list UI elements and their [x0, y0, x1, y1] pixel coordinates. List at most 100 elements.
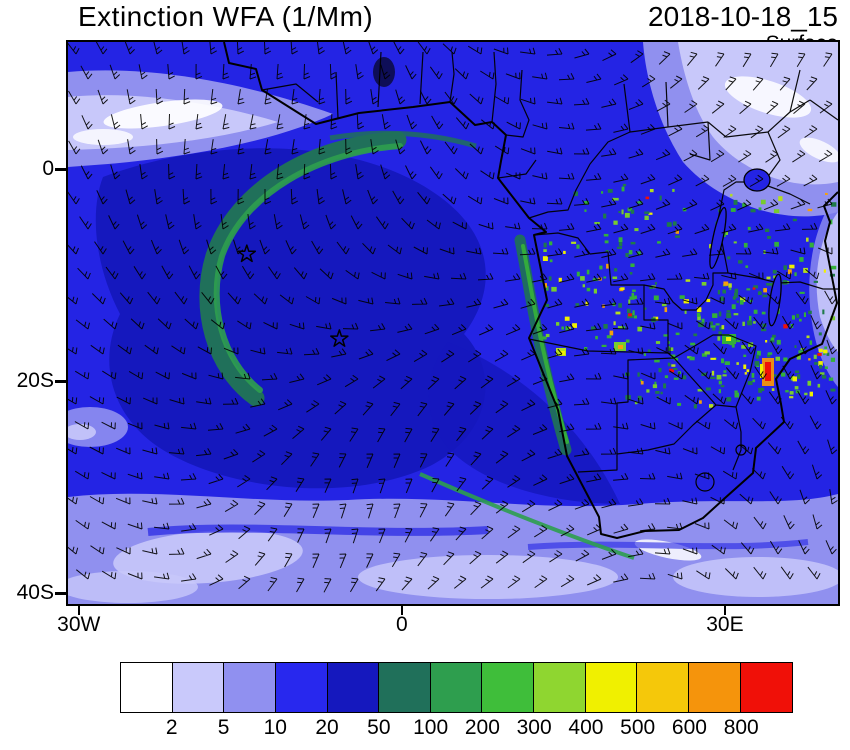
- hotspot-speckle: [640, 381, 644, 385]
- hotspot-speckle: [823, 349, 828, 354]
- hotspot-speckle: [628, 250, 633, 255]
- hotspot-speckle: [644, 211, 650, 214]
- x-axis-tick-mark: [400, 605, 404, 615]
- hotspot-speckle: [657, 241, 661, 244]
- hotspot-speckle: [637, 326, 643, 332]
- hotspot-speckle: [645, 196, 650, 200]
- hotspot-speckle: [710, 325, 716, 328]
- hotspot-speckle: [717, 336, 721, 341]
- hotspot-speckle: [776, 339, 781, 345]
- hotspot-speckle: [770, 282, 774, 287]
- hotspot-speckle: [699, 400, 702, 404]
- africa-coastline: [223, 42, 838, 539]
- hotspot-speckle: [739, 300, 744, 305]
- hotspot-speckle: [648, 212, 653, 215]
- colorbar-tick-label: 100: [413, 716, 449, 739]
- hotspot-speckle: [830, 316, 836, 321]
- hotspot-speckle: [745, 265, 749, 268]
- hotspot-speckle: [741, 345, 747, 349]
- hotspot-speckle: [701, 353, 707, 357]
- colorbar-tick-label: 2: [165, 716, 178, 739]
- hotspot-speckle: [718, 311, 722, 317]
- hotspot-speckle: [819, 372, 825, 375]
- y-axis-tick-mark: [55, 592, 66, 595]
- hotspot-speckle: [817, 353, 822, 356]
- hotspot-speckle: [783, 324, 788, 329]
- colorbar-tick-label: 50: [367, 716, 391, 739]
- hotspot-speckle: [565, 326, 569, 331]
- hotspot-speckle: [751, 373, 755, 378]
- hotspot-speckle: [654, 381, 657, 387]
- hotspot-speckle: [705, 387, 711, 391]
- hotspot-speckle: [613, 321, 616, 326]
- hotspot-speckle: [747, 320, 753, 326]
- hotspot-speckle: [649, 189, 654, 193]
- hotspot-speckle: [634, 295, 637, 299]
- hotspot-speckle: [789, 264, 795, 269]
- hotspot-speckle: [789, 391, 794, 395]
- hotspot-speckle: [794, 345, 797, 348]
- hotspot-speckle: [718, 389, 721, 394]
- hotspot-speckle: [722, 289, 726, 294]
- hotspot-speckle: [826, 352, 830, 356]
- dense-plume-blob: [373, 57, 395, 87]
- hotspot-speckle: [623, 326, 626, 330]
- hotspot-speckle: [742, 203, 746, 207]
- hotspot-speckle: [669, 368, 675, 373]
- colorbar-tick-label: 400: [568, 716, 604, 739]
- hotspot-speckle: [621, 209, 624, 215]
- hotspot-speckle: [830, 219, 833, 225]
- hotspot-speckle: [773, 209, 780, 214]
- hotspot-speckle: [769, 339, 775, 343]
- hotspot-speckle: [823, 269, 826, 273]
- hotspot-speckle: [712, 313, 718, 318]
- hotspot-speckle: [799, 257, 804, 262]
- hotspot-speckle: [806, 237, 809, 242]
- hotspot-speckle: [821, 375, 827, 379]
- hotspot-speckle: [582, 284, 585, 288]
- hotspot-speckle: [761, 387, 765, 392]
- hotspot-speckle: [673, 377, 679, 380]
- hotspot-speckle: [613, 220, 618, 225]
- hotspot-speckle: [630, 209, 635, 214]
- hotspot-speckle: [556, 322, 560, 326]
- hotspot-speckle: [803, 267, 808, 273]
- colorbar-box: [739, 662, 793, 713]
- hotspot-speckle: [682, 375, 687, 380]
- hotspot-speckle: [761, 328, 767, 332]
- hotspot-speckle: [637, 251, 641, 256]
- hotspot-speckle: [629, 272, 633, 275]
- hotspot-speckle: [663, 383, 667, 389]
- hotspot-speckle: [721, 325, 725, 330]
- hotspot-speckle: [774, 241, 779, 247]
- hotspot-speckle: [733, 241, 737, 244]
- hotspot-speckle: [766, 283, 772, 286]
- hotspot-speckle: [625, 339, 630, 343]
- hotspot-speckle: [753, 321, 756, 324]
- hotspot-speckle: [621, 186, 625, 192]
- hotspot-speckle: [558, 277, 562, 283]
- hotspot-speckle: [628, 299, 631, 305]
- hotspot-speckle: [601, 191, 604, 194]
- hotspot-speckle: [799, 318, 802, 322]
- hotspot-speckle: [767, 352, 773, 355]
- hotspot-speckle: [734, 392, 739, 398]
- hotspot-speckle: [734, 288, 739, 293]
- hotspot-speckle: [627, 308, 631, 313]
- y-axis-tick-label: 40S: [16, 581, 54, 605]
- hotspot-speckle: [723, 232, 726, 237]
- hotspot-speckle: [809, 340, 813, 345]
- hotspot-speckle: [746, 288, 751, 291]
- hotspot-speckle: [792, 376, 797, 382]
- hotspot-speckle: [731, 304, 736, 310]
- hotspot-speckle: [561, 326, 564, 330]
- hotspot-speckle: [630, 241, 636, 245]
- hotspot-speckle: [818, 348, 823, 353]
- hotspot-speckle: [640, 379, 643, 382]
- hotspot-speckle: [824, 366, 828, 369]
- hotspot-speckle: [753, 309, 758, 314]
- hotspot-speckle: [756, 354, 759, 359]
- hotspot-speckle: [634, 401, 638, 405]
- hotspot-speckle: [747, 226, 751, 231]
- hotspot-speckle: [813, 354, 817, 359]
